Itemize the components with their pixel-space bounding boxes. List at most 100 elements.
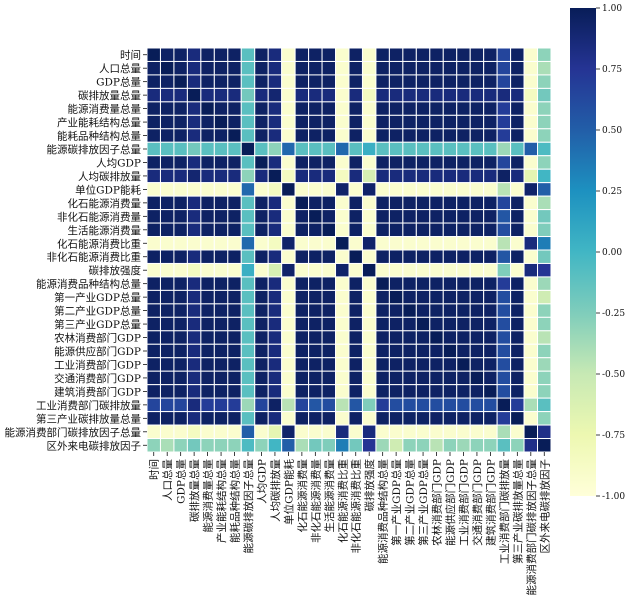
heatmap-cell (523, 249, 539, 264)
heatmap-cell (281, 114, 296, 130)
heatmap-cell (146, 168, 161, 184)
column-label: 第二产业GDP总量 (404, 459, 417, 546)
heatmap-cell (537, 370, 552, 386)
heatmap-cell (173, 289, 188, 305)
heatmap-cell (227, 195, 242, 211)
heatmap-cell (321, 357, 337, 372)
heatmap-cell (308, 397, 323, 413)
heatmap-cell (240, 60, 256, 76)
heatmap-cell (159, 101, 175, 116)
heatmap-cell (213, 289, 229, 305)
heatmap-cell (496, 182, 512, 197)
heatmap-cell (146, 182, 161, 197)
heatmap-cell (267, 114, 283, 130)
heatmap-cell (267, 101, 283, 116)
heatmap-cell (335, 236, 350, 251)
row-label: 能源消费品种结构总量 (36, 278, 141, 291)
heatmap-cell (308, 87, 323, 103)
heatmap-cell (402, 114, 417, 130)
heatmap-cell (335, 195, 350, 211)
heatmap-cell (456, 249, 471, 264)
heatmap-cell (388, 397, 404, 413)
heatmap-cell (173, 249, 188, 264)
heatmap-cell (429, 182, 444, 197)
heatmap-cell (186, 424, 202, 440)
heatmap-cell (537, 195, 552, 211)
column-label: 化石能源消费量 (296, 459, 309, 533)
colorbar-tick-label: -0.50 (602, 370, 625, 380)
heatmap-cell (375, 182, 390, 197)
heatmap-cell (281, 262, 296, 278)
heatmap-cell (483, 209, 498, 224)
heatmap-cell (442, 384, 458, 399)
heatmap-cell (308, 155, 323, 170)
heatmap-cell (537, 303, 552, 318)
heatmap-cell (496, 330, 512, 345)
heatmap-cell (388, 87, 404, 103)
heatmap-cell (402, 357, 417, 372)
heatmap-cell (361, 74, 377, 89)
heatmap-cell (146, 209, 161, 224)
heatmap-cell (173, 168, 188, 184)
heatmap-cell (496, 236, 512, 251)
heatmap-cell (159, 411, 175, 426)
heatmap-cell (375, 384, 390, 399)
heatmap-cell (227, 101, 242, 116)
heatmap-cell (159, 397, 175, 413)
heatmap-cell (537, 262, 552, 278)
heatmap-cell (348, 262, 363, 278)
heatmap-cell (254, 114, 269, 130)
heatmap-cell (510, 424, 525, 440)
heatmap-cell (294, 303, 310, 318)
heatmap-cell (429, 249, 444, 264)
heatmap-cell (415, 74, 431, 89)
heatmap-cell (186, 397, 202, 413)
heatmap-cell (200, 289, 215, 305)
heatmap-cell (402, 276, 417, 291)
heatmap-cell (200, 155, 215, 170)
heatmap-cell (429, 316, 444, 332)
heatmap-cell (469, 289, 485, 305)
heatmap-cell (146, 262, 161, 278)
heatmap-cell (469, 101, 485, 116)
heatmap-cell (186, 411, 202, 426)
colorbar-tick-label: -1.00 (602, 492, 625, 502)
heatmap-cell (523, 87, 539, 103)
heatmap-cell (159, 289, 175, 305)
heatmap-cell (159, 343, 175, 359)
heatmap-cell (146, 101, 161, 116)
heatmap-cell (429, 209, 444, 224)
heatmap-cell (281, 343, 296, 359)
heatmap-cell (496, 343, 512, 359)
heatmap-cell (456, 357, 471, 372)
heatmap-cell (200, 101, 215, 116)
heatmap-cell (388, 168, 404, 184)
heatmap-cell (294, 276, 310, 291)
row-label: 工业消费部门GDP (54, 358, 141, 371)
heatmap-cell (294, 74, 310, 89)
heatmap-cell (186, 276, 202, 291)
heatmap-cell (281, 87, 296, 103)
heatmap-cell (240, 289, 256, 305)
heatmap-cell (361, 222, 377, 238)
heatmap-cell (348, 303, 363, 318)
heatmap-cell (159, 74, 175, 89)
heatmap-cell (402, 330, 417, 345)
heatmap-cell (308, 303, 323, 318)
heatmap-cell (442, 438, 458, 453)
heatmap-cell (308, 141, 323, 157)
heatmap-cell (429, 262, 444, 278)
heatmap-cell (159, 357, 175, 372)
heatmap-cell (254, 384, 269, 399)
heatmap-cell (227, 316, 242, 332)
heatmap-cell (348, 101, 363, 116)
row-label: 第三产业GDP总量 (54, 318, 141, 331)
heatmap-cell (429, 47, 444, 62)
heatmap-cell (173, 236, 188, 251)
heatmap-cell (335, 47, 350, 62)
heatmap-cell (375, 47, 390, 62)
heatmap-cell (321, 289, 337, 305)
heatmap-cell (173, 101, 188, 116)
heatmap-cell (388, 209, 404, 224)
